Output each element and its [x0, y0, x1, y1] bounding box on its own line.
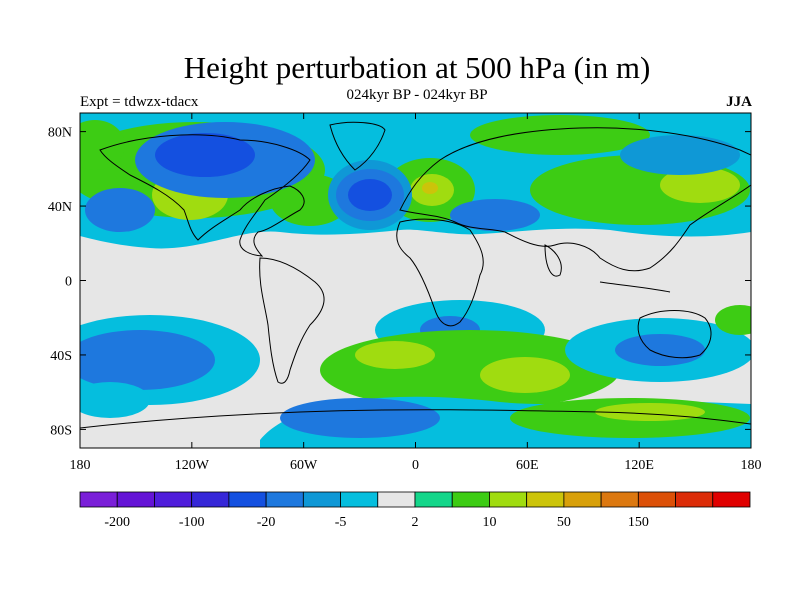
contour-orange-europe: [422, 182, 438, 194]
coastline-indonesia: [599, 281, 671, 293]
contour-blue-sh-east: [615, 334, 705, 366]
colorbar-tick-label: 150: [628, 515, 649, 530]
plot-title: Height perturbation at 500 hPa (in m): [183, 50, 651, 85]
colorbar-tick-label: -200: [104, 515, 130, 530]
contour-yellow-asia: [660, 167, 740, 203]
contour-darkblue-canada: [155, 133, 255, 177]
coastline-antarctica: [80, 409, 751, 429]
contour-cyan-arctic: [620, 135, 740, 175]
x-tick-label: 0: [412, 458, 419, 473]
y-tick-label: 80N: [48, 126, 72, 141]
colorbar-tick-label: -100: [179, 515, 205, 530]
coastline-south-america: [259, 257, 325, 384]
contour-green-nz: [715, 305, 751, 335]
colorbar-swatch: [79, 491, 118, 508]
x-tick-label: 60W: [290, 458, 318, 473]
x-tick-label: 120E: [624, 458, 654, 473]
colorbar-swatch: [302, 491, 341, 508]
colorbar-swatch: [191, 491, 230, 508]
coastlines: [80, 121, 751, 429]
plot-subtitle-season: JJA: [726, 94, 752, 110]
y-tick-label: 0: [65, 275, 72, 290]
colorbar-swatch: [675, 491, 714, 508]
colorbar-swatch: [377, 491, 416, 508]
contour-green-arctic: [470, 115, 650, 155]
contour-yellow-sh-west: [355, 341, 435, 369]
colorbar-tick-label: 50: [557, 515, 571, 530]
colorbar-swatch: [340, 491, 379, 508]
colorbar-tick-label: -20: [257, 515, 276, 530]
colorbar-swatch: [154, 491, 193, 508]
colorbar-swatch: [637, 491, 676, 508]
colorbar-swatch: [116, 491, 155, 508]
x-axis: 180 120W 60W 0 60E 120E 180: [70, 113, 762, 473]
colorbar-swatch: [451, 491, 490, 508]
y-tick-label: 80S: [50, 423, 72, 438]
contour-green-nw: [80, 120, 125, 170]
x-tick-label: 60E: [516, 458, 539, 473]
coastline-australia: [637, 310, 712, 359]
y-tick-label: 40N: [48, 200, 72, 215]
coastline-africa: [396, 218, 484, 327]
coastline-indian-subcontinent: [544, 244, 562, 277]
colorbar-swatch: [489, 491, 528, 508]
colorbar-swatch: [414, 491, 453, 508]
y-axis: 80N 40N 0 40S 80S: [48, 126, 751, 438]
contour-blue-npac: [85, 188, 155, 232]
y-tick-label: 40S: [50, 349, 72, 364]
colorbar-swatch: [526, 491, 565, 508]
contour-darkblue-natl: [348, 179, 392, 211]
colorbar-swatch: [563, 491, 602, 508]
colorbar-swatch: [600, 491, 639, 508]
contour-blue-casia: [450, 199, 540, 231]
contour-field: [80, 113, 751, 448]
coastline-eurasia: [399, 127, 751, 272]
colorbar-swatch: [228, 491, 267, 508]
x-tick-label: 180: [741, 458, 762, 473]
x-tick-label: 120W: [175, 458, 210, 473]
colorbar-swatch: [712, 491, 751, 508]
contour-yellow-sh-east: [480, 357, 570, 393]
contour-blue-sh-west: [80, 330, 215, 390]
colorbar-tick-label: 2: [412, 515, 419, 530]
contour-blue-antarctic: [280, 398, 440, 438]
colorbar: -200 -100 -20 -5 2 10 50 150: [79, 491, 751, 530]
x-tick-label: 180: [70, 458, 91, 473]
colorbar-swatch: [265, 491, 304, 508]
plot-subtitle-period: 024kyr BP - 024kyr BP: [346, 87, 488, 103]
plot-subtitle-experiment: Expt = tdwzx-tdacx: [80, 94, 199, 110]
coastline-north-america: [99, 134, 311, 257]
contour-cyan-sw: [80, 382, 150, 418]
contour-yellow-antarctic: [595, 403, 705, 421]
colorbar-tick-label: 10: [482, 515, 496, 530]
coastline-greenland: [329, 121, 386, 171]
colorbar-tick-label: -5: [335, 515, 347, 530]
